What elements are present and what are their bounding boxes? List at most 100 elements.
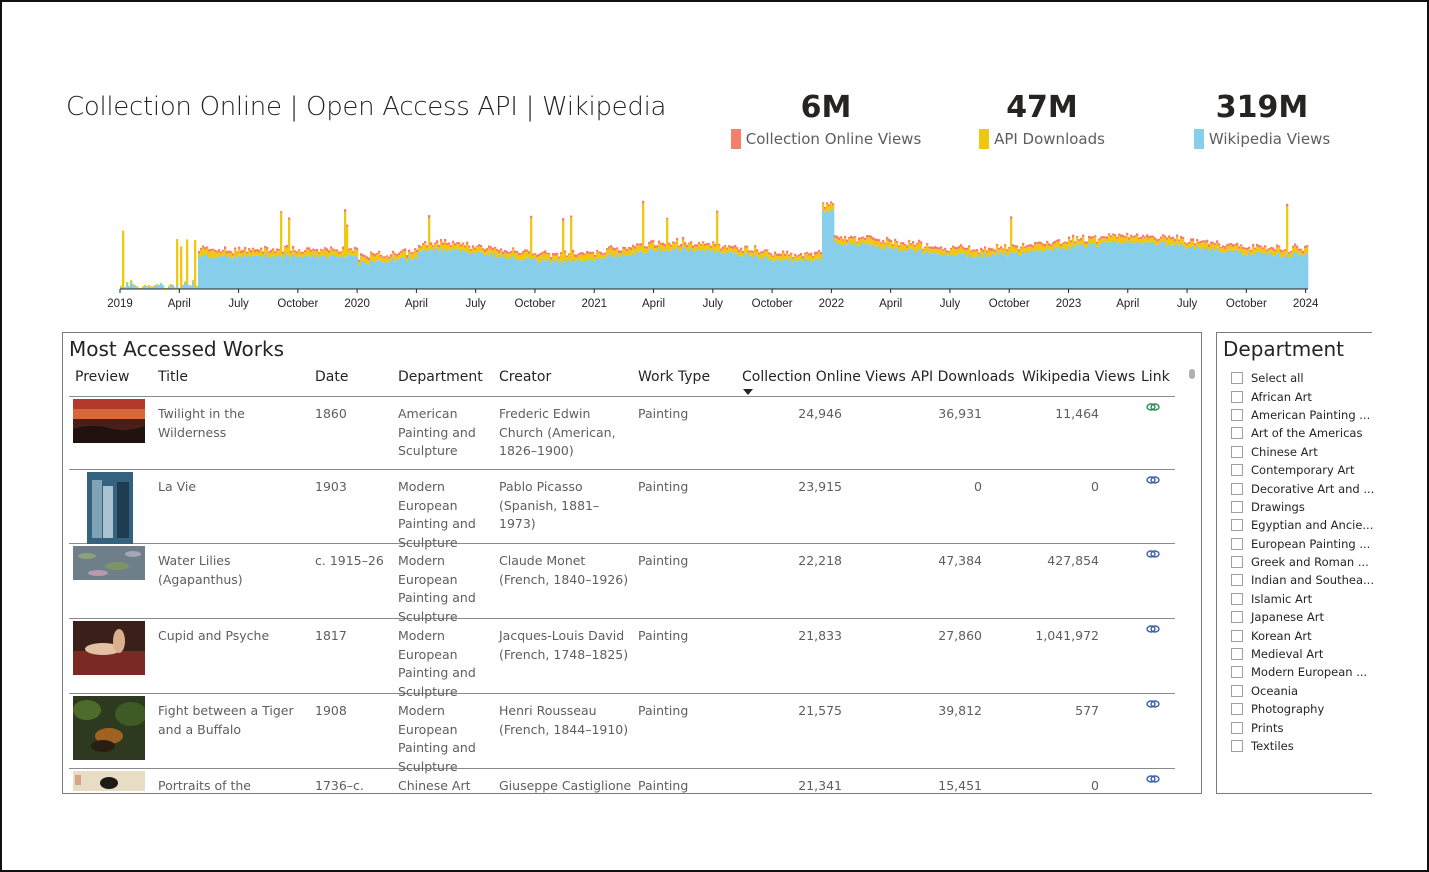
checkbox[interactable] xyxy=(1231,464,1243,477)
timeline-bar-segment xyxy=(526,251,529,258)
table-scrollbar[interactable] xyxy=(1189,369,1195,379)
table-row[interactable]: Twilight in the Wilderness 1860 American… xyxy=(69,397,1175,470)
department-option[interactable]: Medieval Art xyxy=(1231,645,1374,663)
sunset-painting-thumbnail[interactable] xyxy=(73,399,145,443)
department-option[interactable]: Art of the Americas xyxy=(1231,424,1374,442)
department-option[interactable]: African Art xyxy=(1231,387,1374,405)
checkbox[interactable] xyxy=(1231,740,1243,752)
department-option[interactable]: American Painting ... xyxy=(1231,406,1374,424)
table-row[interactable]: Portraits of the 1736–c. Chinese Art Giu… xyxy=(69,769,1175,793)
timeline-bar-segment xyxy=(660,244,663,251)
column-header-link[interactable]: Link xyxy=(1141,369,1170,385)
department-option[interactable]: European Painting ... xyxy=(1231,535,1374,553)
timeline-bar-segment xyxy=(702,243,705,250)
checkbox[interactable] xyxy=(1231,537,1243,550)
timeline-bar-segment xyxy=(1028,246,1031,254)
timeline-bar-segment xyxy=(682,239,685,247)
checkbox[interactable] xyxy=(1231,629,1243,642)
column-header-creator[interactable]: Creator xyxy=(499,369,552,385)
timeline-bar-segment xyxy=(980,253,983,289)
checkbox[interactable] xyxy=(1231,574,1243,587)
department-option[interactable]: Photography xyxy=(1231,700,1374,718)
table-row[interactable]: Water Lilies (Agapanthus) c. 1915–26 Mod… xyxy=(69,544,1175,624)
checkbox[interactable] xyxy=(1231,427,1243,440)
timeline-bar-segment xyxy=(298,249,301,251)
department-option[interactable]: Greek and Roman ... xyxy=(1231,553,1374,571)
department-option[interactable]: Chinese Art xyxy=(1231,443,1374,461)
checkbox[interactable] xyxy=(1231,482,1243,495)
link-icon[interactable] xyxy=(1146,623,1160,635)
timeline-bar-segment xyxy=(510,256,513,289)
figures-on-couch-thumbnail[interactable] xyxy=(73,621,145,675)
checkbox[interactable] xyxy=(1231,408,1243,421)
column-header-date[interactable]: Date xyxy=(315,369,349,385)
department-option[interactable]: Indian and Southea... xyxy=(1231,571,1374,589)
column-header-department[interactable]: Department xyxy=(398,369,483,385)
department-option[interactable]: Drawings xyxy=(1231,498,1374,516)
link-icon[interactable] xyxy=(1146,401,1160,413)
timeline-bar-segment xyxy=(552,255,555,260)
timeline-bar-segment xyxy=(650,248,653,289)
column-header-collection-online-views[interactable]: Collection Online Views xyxy=(742,369,906,385)
timeline-bar-segment xyxy=(468,247,471,254)
column-header-work-type[interactable]: Work Type xyxy=(638,369,711,385)
link-icon[interactable] xyxy=(1146,698,1160,710)
table-row[interactable]: La Vie 1903 Modern European Painting and… xyxy=(69,470,1175,550)
checkbox[interactable] xyxy=(1231,703,1243,716)
checkbox[interactable] xyxy=(1231,556,1243,569)
timeline-bar-segment xyxy=(198,251,201,254)
column-header-wikipedia-views[interactable]: Wikipedia Views xyxy=(1022,369,1136,385)
timeline-bar-segment xyxy=(844,238,847,244)
link-icon[interactable] xyxy=(1146,548,1160,560)
department-option[interactable]: Modern European ... xyxy=(1231,663,1374,681)
timeline-bar-segment xyxy=(1078,239,1081,241)
checkbox[interactable] xyxy=(1231,666,1243,679)
link-icon[interactable] xyxy=(1146,474,1160,486)
timeline-bar-segment xyxy=(1092,236,1095,239)
timeline-bar-segment xyxy=(214,257,217,289)
timeline-bar-segment xyxy=(964,248,967,251)
column-header-title[interactable]: Title xyxy=(158,369,189,385)
department-option[interactable]: Islamic Art xyxy=(1231,590,1374,608)
department-option[interactable]: Decorative Art and ... xyxy=(1231,479,1374,497)
link-icon[interactable] xyxy=(1146,773,1160,785)
timeline-bar-segment xyxy=(710,250,713,289)
table-row[interactable]: Fight between a Tiger and a Buffalo 1908… xyxy=(69,694,1175,774)
department-option[interactable]: Japanese Art xyxy=(1231,608,1374,626)
department-option[interactable]: Egyptian and Ancie... xyxy=(1231,516,1374,534)
department-option[interactable]: Textiles xyxy=(1231,737,1374,755)
department-option-label: Photography xyxy=(1251,702,1325,717)
blue-figures-thumbnail[interactable] xyxy=(87,472,133,544)
checkbox[interactable] xyxy=(1231,611,1243,624)
department-option[interactable]: Korean Art xyxy=(1231,626,1374,644)
timeline-bar-segment xyxy=(902,251,905,289)
department-option[interactable]: Prints xyxy=(1231,718,1374,736)
checkbox[interactable] xyxy=(1231,372,1243,385)
daily-views-timeline-chart[interactable]: 2019 April July October 2020 April July October… xyxy=(102,194,1327,314)
timeline-bar-segment xyxy=(964,253,967,289)
checkbox[interactable] xyxy=(1231,445,1243,458)
timeline-bar-segment xyxy=(1226,246,1229,253)
checkbox[interactable] xyxy=(1231,648,1243,661)
department-option[interactable]: Oceania xyxy=(1231,682,1374,700)
sort-descending-icon[interactable] xyxy=(743,389,753,395)
checkbox[interactable] xyxy=(1231,390,1243,403)
column-header-api-downloads[interactable]: API Downloads xyxy=(911,369,1015,385)
water-lilies-thumbnail[interactable] xyxy=(73,546,145,580)
checkbox[interactable] xyxy=(1231,519,1243,532)
table-row[interactable]: Cupid and Psyche 1817 Modern European Pa… xyxy=(69,619,1175,699)
checkbox[interactable] xyxy=(1231,500,1243,513)
timeline-bar-segment xyxy=(644,253,647,289)
column-header-preview[interactable]: Preview xyxy=(75,369,130,385)
timeline-bar-segment xyxy=(1134,243,1137,289)
department-option[interactable]: Select all xyxy=(1231,369,1374,387)
jungle-painting-thumbnail[interactable] xyxy=(73,696,145,760)
timeline-bar-segment xyxy=(312,250,315,255)
portrait-scroll-thumbnail[interactable] xyxy=(73,771,145,791)
timeline-bar-segment xyxy=(864,238,867,241)
timeline-bar-segment xyxy=(478,244,481,247)
checkbox[interactable] xyxy=(1231,592,1243,605)
checkbox[interactable] xyxy=(1231,721,1243,734)
checkbox[interactable] xyxy=(1231,684,1243,697)
department-option[interactable]: Contemporary Art xyxy=(1231,461,1374,479)
